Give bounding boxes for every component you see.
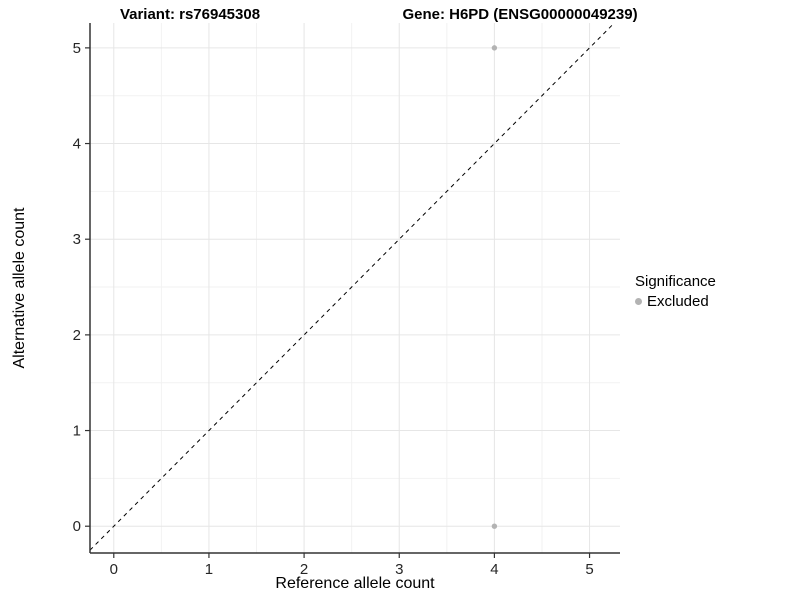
x-axis-title: Reference allele count — [275, 575, 435, 592]
data-point — [491, 45, 498, 51]
y-tick-label: 4 — [73, 136, 81, 153]
plot-title-gene: Gene: H6PD (ENSG00000049239) — [402, 6, 638, 23]
legend: Significance Excluded — [635, 273, 716, 310]
y-axis-title: Alternative allele count — [11, 207, 28, 369]
y-tick-label: 1 — [73, 423, 81, 440]
y-tick-label: 2 — [73, 327, 81, 344]
legend-item-excluded: Excluded — [635, 293, 716, 310]
legend-point-icon — [635, 298, 642, 305]
y-tick-label: 5 — [73, 40, 81, 57]
legend-title: Significance — [635, 273, 716, 290]
plot-title-variant: Variant: rs76945308 — [119, 6, 261, 23]
x-tick-label: 2 — [300, 561, 308, 578]
x-tick-label: 0 — [110, 561, 118, 578]
x-tick-label: 3 — [395, 561, 403, 578]
data-point — [491, 523, 498, 529]
legend-item-label: Excluded — [647, 293, 709, 310]
x-tick-label: 1 — [205, 561, 213, 578]
identity-dashed-line — [89, 22, 615, 551]
x-tick-label: 5 — [585, 561, 593, 578]
y-tick-label: 0 — [73, 518, 81, 535]
y-tick-label: 3 — [73, 231, 81, 248]
x-tick-label: 4 — [490, 561, 498, 578]
